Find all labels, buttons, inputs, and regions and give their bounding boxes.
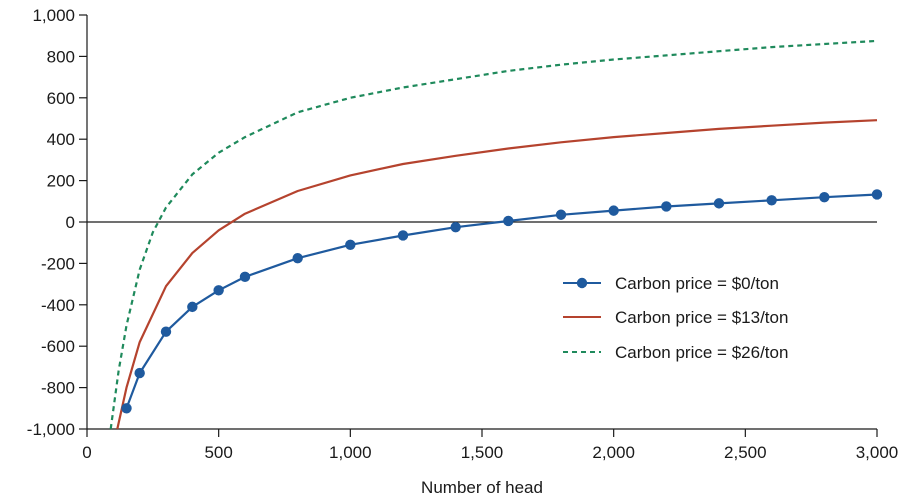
data-point (819, 191, 830, 203)
y-tick-label: -800 (41, 379, 75, 398)
legend: Carbon price = $0/ton Carbon price = $13/… (563, 274, 788, 362)
legend-label-2: Carbon price = $26/ton (615, 343, 788, 362)
y-axis-ticks: -1,000 -800 -600 -400 -200 0 200 400 600 800 1,000 (27, 6, 87, 439)
data-point (213, 285, 224, 296)
y-tick-label: 400 (47, 130, 75, 149)
data-point (503, 215, 514, 227)
x-tick-label: 0 (82, 443, 91, 462)
series-line-2 (109, 39, 878, 430)
data-point (871, 189, 883, 200)
data-point (160, 326, 172, 337)
series-line-0 (125, 193, 878, 409)
data-point (345, 239, 356, 250)
data-point (134, 367, 145, 379)
x-tick-label: 3,000 (856, 443, 899, 462)
x-tick-label: 500 (204, 443, 232, 462)
x-tick-label: 1,500 (461, 443, 504, 462)
data-point (450, 221, 461, 233)
series-layer (109, 39, 883, 430)
data-point (121, 403, 132, 414)
x-tick-label: 1,000 (329, 443, 372, 462)
data-point (292, 253, 303, 264)
data-point (397, 230, 409, 241)
legend-marker (576, 277, 588, 289)
data-point (239, 271, 251, 283)
data-point (608, 205, 619, 216)
x-tick-label: 2,500 (724, 443, 767, 462)
x-axis-title: Number of head (421, 478, 543, 497)
y-tick-label: 600 (47, 89, 75, 108)
data-point (713, 198, 725, 209)
y-tick-label: -600 (41, 337, 75, 356)
x-tick-label: 2,000 (592, 443, 635, 462)
y-tick-label: -400 (41, 296, 75, 315)
y-tick-label: 0 (66, 213, 75, 232)
y-tick-label: 1,000 (32, 6, 75, 25)
data-point (187, 301, 198, 313)
y-tick-label: 200 (47, 172, 75, 191)
x-axis-ticks: 0 500 1,000 1,500 2,000 2,500 3,000 (82, 429, 898, 462)
legend-label-0: Carbon price = $0/ton (615, 274, 779, 293)
legend-label-1: Carbon price = $13/ton (615, 308, 788, 327)
data-point (555, 209, 567, 220)
y-tick-label: -200 (41, 254, 75, 273)
data-point (766, 195, 777, 206)
series-line-1 (116, 119, 878, 430)
y-tick-label: 800 (47, 47, 75, 66)
y-tick-label: -1,000 (27, 420, 75, 439)
data-point (661, 201, 672, 212)
